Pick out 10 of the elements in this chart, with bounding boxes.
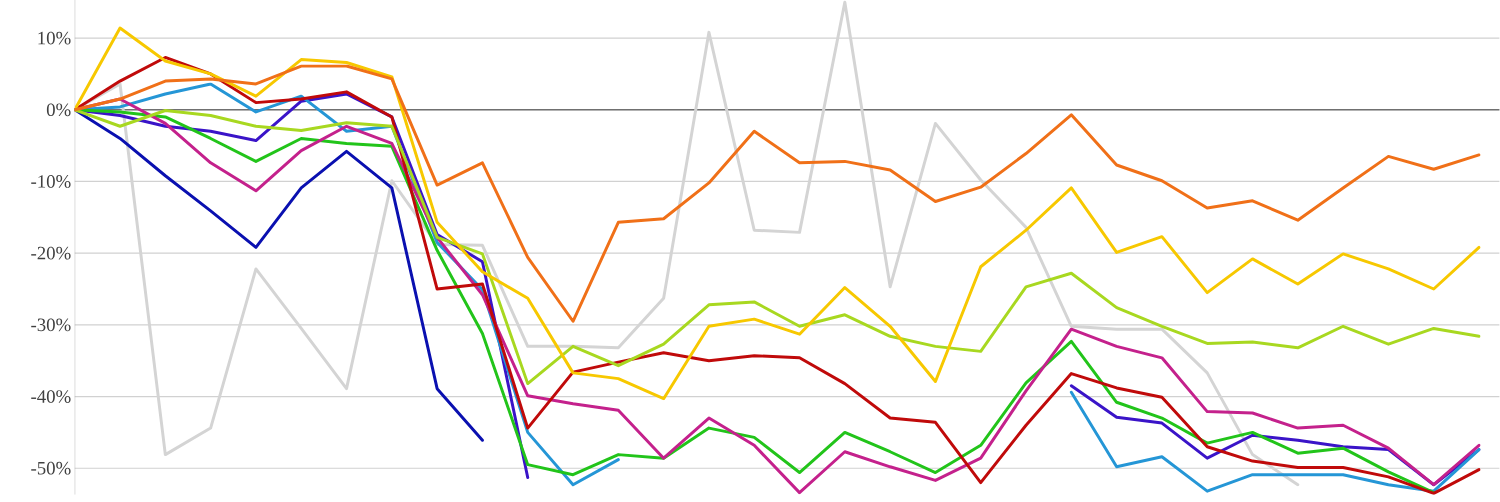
line-series (74, 108, 1481, 386)
line-series (74, 26, 1481, 401)
y-tick-label: -50% (31, 462, 71, 475)
line-series (74, 64, 1481, 323)
y-tick-label: -40% (31, 390, 71, 404)
y-tick-label: -10% (31, 175, 71, 189)
y-tick-label: -30% (31, 318, 71, 332)
y-tick-label: 10% (38, 31, 71, 45)
y-tick-label: -20% (31, 247, 71, 260)
y-tick-label: 0% (46, 103, 71, 117)
